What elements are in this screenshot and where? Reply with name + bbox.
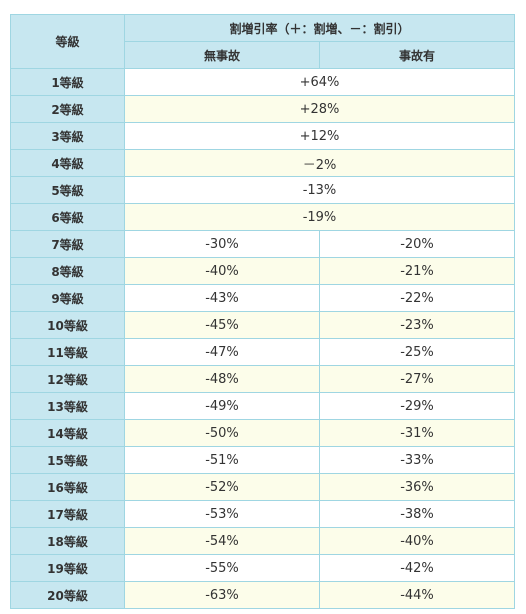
level-cell: 13等級 [10,392,125,420]
table-row: 15等級 -51% -33% [10,446,516,474]
no-accident-rate-cell: -52% [124,473,320,501]
no-accident-rate-cell: -50% [124,419,320,447]
no-accident-rate-cell: -54% [124,527,320,555]
table-row: 13等級 -49% -29% [10,392,516,420]
accident-rate-cell: -21% [318,257,516,285]
accident-rate-cell: -23% [318,311,516,339]
accident-rate-cell: -25% [318,338,516,366]
level-cell: 3等級 [10,122,125,150]
shared-rate-cell: -19% [123,203,516,231]
accident-column-header: 事故有 [318,41,516,69]
table-row: 14等級 -50% -31% [10,419,516,447]
level-cell: 19等級 [10,554,125,582]
no-accident-rate-cell: -48% [124,365,320,393]
level-cell: 10等級 [10,311,125,339]
shared-rate-cell: +28% [123,95,516,123]
level-cell: 9等級 [10,284,125,312]
shared-rate-cell: +12% [123,122,516,150]
shared-rate-cell: +64% [123,68,516,96]
level-column-header: 等級 [10,14,125,69]
shared-rate-cell: －2% [123,149,516,177]
table-row: 10等級 -45% -23% [10,311,516,339]
table-row: 6等級 -19% [10,203,516,231]
accident-rate-cell: -31% [318,419,516,447]
no-accident-rate-cell: -51% [124,446,320,474]
accident-rate-cell: -29% [318,392,516,420]
table-row: 19等級 -55% -42% [10,554,516,582]
accident-rate-cell: -20% [318,230,516,258]
table-row: 4等級 －2% [10,149,516,177]
shared-rate-cell: -13% [123,176,516,204]
no-accident-column-header: 無事故 [124,41,320,69]
level-cell: 2等級 [10,95,125,123]
accident-rate-cell: -40% [318,527,516,555]
accident-rate-cell: -38% [318,500,516,528]
table-row: 17等級 -53% -38% [10,500,516,528]
accident-rate-cell: -36% [318,473,516,501]
table-row: 7等級 -30% -20% [10,230,516,258]
no-accident-rate-cell: -45% [124,311,320,339]
no-accident-rate-cell: -63% [124,581,320,609]
level-cell: 12等級 [10,365,125,393]
no-accident-rate-cell: -49% [124,392,320,420]
level-cell: 18等級 [10,527,125,555]
table-row: 9等級 -43% -22% [10,284,516,312]
level-cell: 17等級 [10,500,125,528]
table-row: 2等級 +28% [10,95,516,123]
no-accident-rate-cell: -55% [124,554,320,582]
table-row: 12等級 -48% -27% [10,365,516,393]
level-cell: 11等級 [10,338,125,366]
table-row: 8等級 -40% -21% [10,257,516,285]
table-header-row: 等級 割増引率（＋：割増、－：割引） [10,14,516,69]
table-row: 11等級 -47% -25% [10,338,516,366]
table-row: 18等級 -54% -40% [10,527,516,555]
table-row: 3等級 +12% [10,122,516,150]
accident-rate-cell: -33% [318,446,516,474]
level-cell: 1等級 [10,68,125,96]
accident-rate-cell: -27% [318,365,516,393]
table-row: 1等級 +64% [10,68,516,96]
rate-table-container: 等級 割増引率（＋：割増、－：割引） 無事故 事故有 1等級 +64% 2等級 +28… [10,14,516,609]
rate-column-header: 割増引率（＋：割増、－：割引） [123,14,516,42]
accident-rate-cell: -22% [318,284,516,312]
level-cell: 14等級 [10,419,125,447]
table-row: 16等級 -52% -36% [10,473,516,501]
level-cell: 16等級 [10,473,125,501]
level-cell: 7等級 [10,230,125,258]
table-row: 20等級 -63% -44% [10,581,516,609]
table-row: 5等級 -13% [10,176,516,204]
discount-rate-table: 等級 割増引率（＋：割増、－：割引） 無事故 事故有 1等級 +64% 2等級 +28… [10,14,516,609]
no-accident-rate-cell: -53% [124,500,320,528]
level-cell: 5等級 [10,176,125,204]
level-cell: 20等級 [10,581,125,609]
table-body: 1等級 +64% 2等級 +28% 3等級 +12% 4等級 －2% 5等級 -13% 6等級 -19… [10,68,516,609]
level-cell: 8等級 [10,257,125,285]
level-cell: 15等級 [10,446,125,474]
accident-rate-cell: -42% [318,554,516,582]
no-accident-rate-cell: -47% [124,338,320,366]
table-subheader-row: 無事故 事故有 [11,41,516,69]
no-accident-rate-cell: -43% [124,284,320,312]
no-accident-rate-cell: -30% [124,230,320,258]
level-cell: 4等級 [10,149,125,177]
no-accident-rate-cell: -40% [124,257,320,285]
level-cell: 6等級 [10,203,125,231]
accident-rate-cell: -44% [318,581,516,609]
